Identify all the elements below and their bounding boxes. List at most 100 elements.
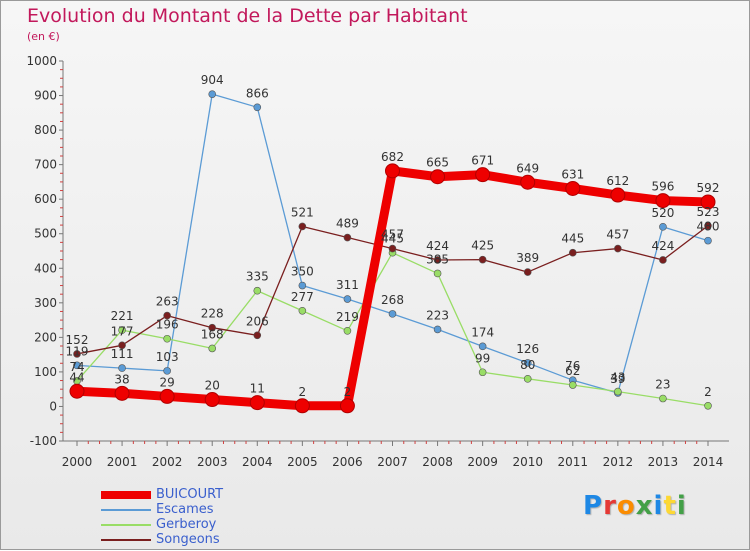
data-point-buicourt <box>159 388 175 404</box>
data-point-escames <box>343 295 352 303</box>
data-point-escames <box>73 361 81 370</box>
data-point-escames <box>433 325 442 334</box>
data-label-escames: 103 <box>156 350 179 364</box>
data-label-buicourt: 671 <box>471 154 494 168</box>
data-label-buicourt: 631 <box>561 167 584 181</box>
data-point-songeons <box>118 341 126 350</box>
data-label-gerberoy: 99 <box>475 351 490 365</box>
data-point-songeons <box>208 323 217 332</box>
data-point-gerberoy <box>433 269 442 278</box>
data-point-buicourt <box>204 392 220 408</box>
legend-label: Gerberoy <box>156 517 217 532</box>
y-tick-label: 400 <box>34 261 57 275</box>
data-point-gerberoy <box>659 394 667 403</box>
data-point-songeons <box>433 256 442 264</box>
data-point-buicourt <box>655 193 671 209</box>
x-tick-label: 2012 <box>603 455 634 469</box>
data-label-songeons: 389 <box>516 251 539 265</box>
data-label-gerberoy: 80 <box>520 358 535 372</box>
y-tick-label: 100 <box>34 365 57 379</box>
x-tick-label: 2006 <box>332 455 363 469</box>
data-label-songeons: 228 <box>201 307 224 321</box>
x-tick-label: 2000 <box>62 455 93 469</box>
data-point-gerberoy <box>208 344 217 353</box>
data-label-buicourt: 596 <box>651 180 674 194</box>
data-point-escames <box>523 359 532 367</box>
data-label-buicourt: 2 <box>299 385 307 399</box>
data-label-buicourt: 29 <box>160 375 175 389</box>
legend-label: Escames <box>156 502 214 517</box>
chart-subtitle: (en €) <box>27 30 60 43</box>
y-tick-label: 500 <box>34 227 57 241</box>
data-label-gerberoy: 445 <box>381 232 404 246</box>
data-point-escames <box>253 103 262 112</box>
data-point-escames <box>659 223 667 231</box>
x-tick-label: 2003 <box>197 455 228 469</box>
data-point-gerberoy <box>343 326 352 335</box>
legend-label: Songeons <box>156 532 220 547</box>
data-label-gerberoy: 335 <box>246 270 269 284</box>
data-label-escames: 174 <box>471 325 494 339</box>
data-point-buicourt <box>249 395 265 411</box>
data-point-songeons <box>523 268 532 276</box>
data-label-gerberoy: 74 <box>69 360 84 374</box>
x-tick-label: 2001 <box>107 455 138 469</box>
legend-swatch <box>101 490 151 499</box>
data-label-buicourt: 38 <box>114 372 129 386</box>
data-label-escames: 126 <box>516 342 539 356</box>
data-label-songeons: 425 <box>471 239 494 253</box>
data-label-buicourt: 649 <box>516 161 539 175</box>
data-point-songeons <box>614 244 622 253</box>
y-tick-label: 300 <box>34 296 57 310</box>
data-label-songeons: 424 <box>651 239 674 253</box>
data-label-escames: 39 <box>610 372 625 386</box>
data-point-gerberoy <box>523 375 532 383</box>
x-tick-label: 2010 <box>512 455 543 469</box>
data-point-gerberoy <box>298 306 307 315</box>
data-point-gerberoy <box>614 387 622 396</box>
data-point-buicourt <box>565 180 581 196</box>
y-tick-label: 200 <box>34 330 57 344</box>
data-label-buicourt: 2 <box>344 385 352 399</box>
data-label-songeons: 489 <box>336 217 359 231</box>
y-tick-label: 700 <box>34 158 57 172</box>
data-point-buicourt <box>385 163 400 179</box>
data-label-escames: 119 <box>66 344 89 358</box>
logo-letter: r <box>603 491 617 521</box>
data-point-escames <box>118 364 126 372</box>
data-label-songeons: 206 <box>246 314 269 328</box>
x-tick-label: 2007 <box>377 455 408 469</box>
data-label-escames: 350 <box>291 265 314 279</box>
data-label-gerberoy: 43 <box>610 371 625 385</box>
data-label-gerberoy: 385 <box>426 252 449 266</box>
data-point-songeons <box>253 331 262 340</box>
x-tick-label: 2009 <box>467 455 498 469</box>
legend-swatch <box>101 508 151 511</box>
data-label-escames: 866 <box>246 86 269 100</box>
y-tick-label: 600 <box>34 192 57 206</box>
data-point-escames <box>388 310 397 318</box>
data-label-songeons: 263 <box>156 295 179 309</box>
data-point-buicourt <box>700 194 716 210</box>
x-tick-label: 2005 <box>287 455 318 469</box>
legend-item-songeons: Songeons <box>101 532 223 547</box>
data-point-escames <box>298 281 307 290</box>
x-tick-label: 2013 <box>648 455 679 469</box>
data-point-escames <box>208 90 217 98</box>
data-point-songeons <box>568 248 577 257</box>
data-point-buicourt <box>69 383 85 399</box>
data-label-gerberoy: 221 <box>111 309 134 323</box>
data-point-escames <box>704 236 712 245</box>
data-point-songeons <box>659 256 667 264</box>
data-label-escames: 520 <box>651 206 674 220</box>
data-label-gerberoy: 23 <box>655 378 670 392</box>
legend: BUICOURT Escames Gerberoy Songeons <box>101 487 223 547</box>
chart-axes: -100 0 100 200 300 400 500 600 700 800 900 1000 2000… <box>26 54 729 469</box>
data-label-gerberoy: 277 <box>291 290 314 304</box>
legend-swatch <box>101 538 151 541</box>
data-point-gerberoy <box>253 286 262 295</box>
data-label-gerberoy: 168 <box>201 327 224 341</box>
legend-item-buicourt: BUICOURT <box>101 487 223 502</box>
x-tick-label: 2004 <box>242 455 273 469</box>
